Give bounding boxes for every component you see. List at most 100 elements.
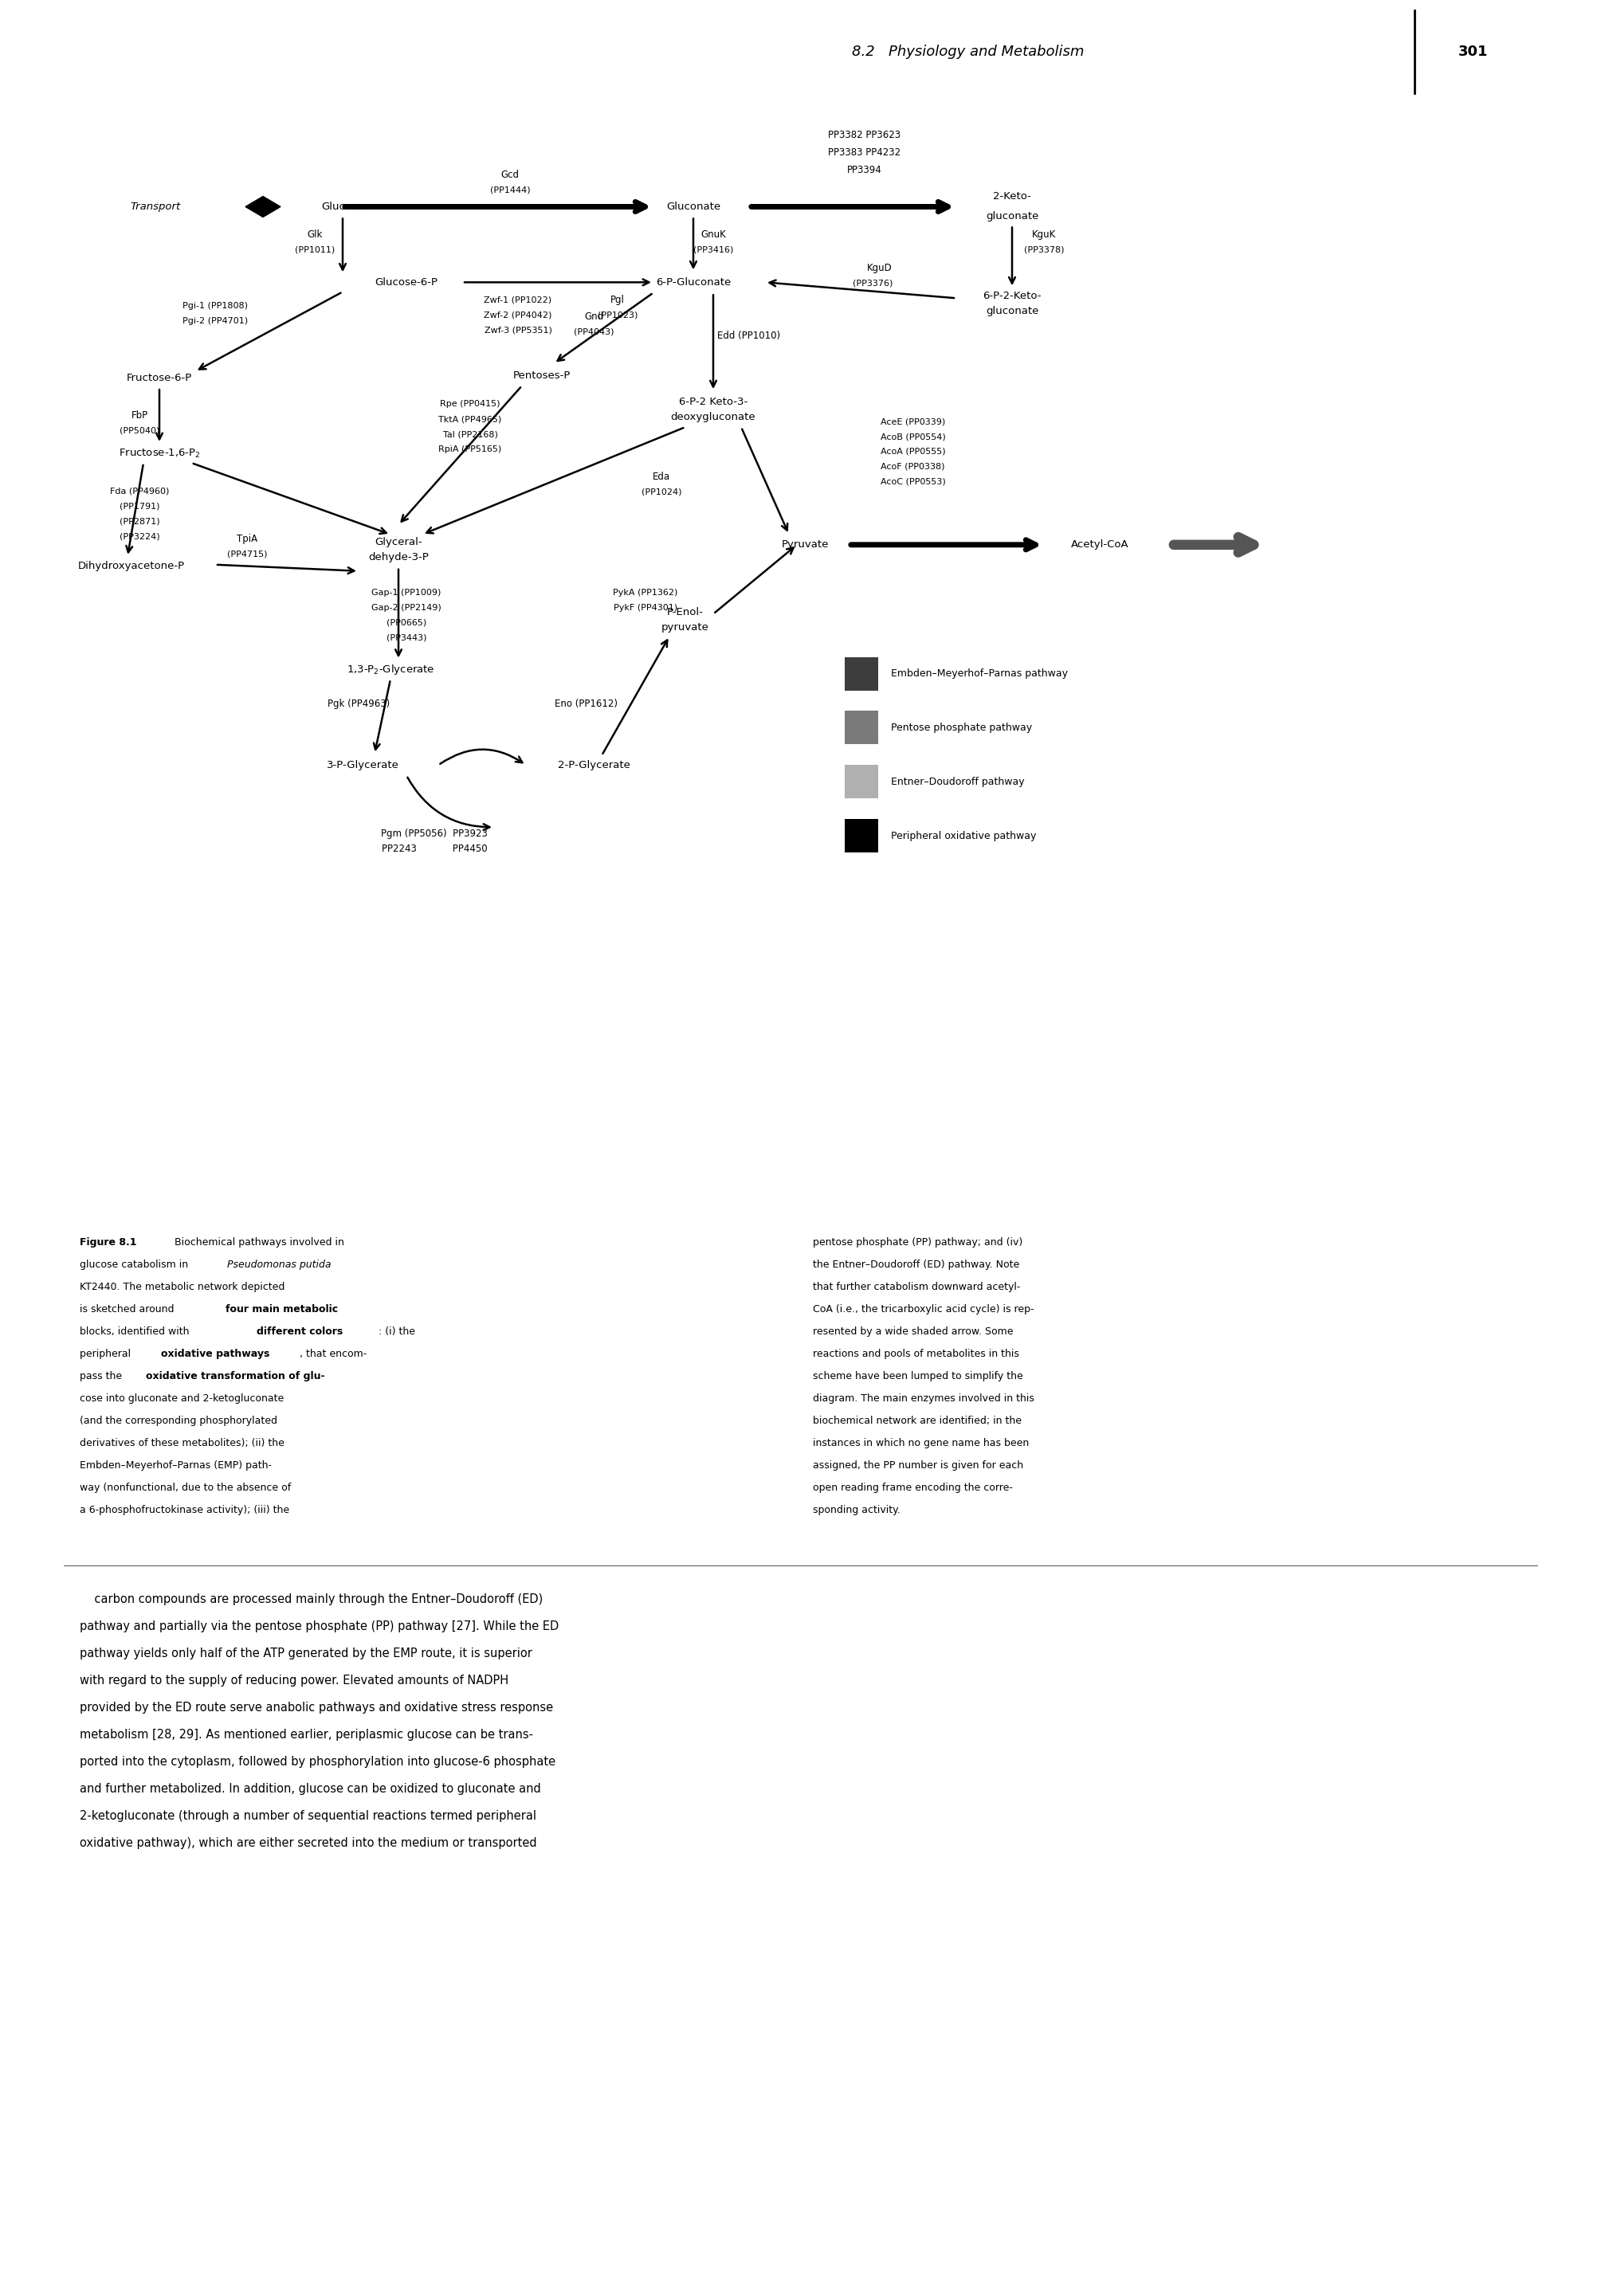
Text: is sketched around: is sketched around xyxy=(80,1304,178,1316)
Text: (PP1024): (PP1024) xyxy=(642,489,682,496)
Text: Pseudomonas putida: Pseudomonas putida xyxy=(227,1261,331,1270)
Text: Figure 8.1: Figure 8.1 xyxy=(80,1238,136,1249)
Text: PP3382 PP3623: PP3382 PP3623 xyxy=(828,131,901,140)
Text: (PP5040): (PP5040) xyxy=(120,427,160,434)
Text: Entner–Doudoroff pathway: Entner–Doudoroff pathway xyxy=(890,776,1025,788)
Text: 2-Keto-: 2-Keto- xyxy=(993,191,1031,202)
Text: Pgm (PP5056)  PP3923: Pgm (PP5056) PP3923 xyxy=(381,829,488,838)
Text: Embden–Meyerhof–Parnas pathway: Embden–Meyerhof–Parnas pathway xyxy=(890,668,1068,680)
Text: pyruvate: pyruvate xyxy=(661,622,709,634)
Text: 1,3-P$_2$-Glycerate: 1,3-P$_2$-Glycerate xyxy=(346,664,434,677)
Text: Zwf-1 (PP1022): Zwf-1 (PP1022) xyxy=(484,296,552,303)
Text: open reading frame encoding the corre-: open reading frame encoding the corre- xyxy=(813,1483,1013,1492)
Text: KguK: KguK xyxy=(1033,230,1057,239)
Text: oxidative transformation of glu-: oxidative transformation of glu- xyxy=(146,1371,325,1382)
Text: Fda (PP4960): Fda (PP4960) xyxy=(110,487,170,496)
Bar xyxy=(845,657,879,691)
Text: gluconate: gluconate xyxy=(986,211,1039,220)
Text: 301: 301 xyxy=(1459,44,1489,60)
Text: pathway and partially via the pentose phosphate (PP) pathway [27]. While the ED: pathway and partially via the pentose ph… xyxy=(80,1621,559,1632)
Text: peripheral: peripheral xyxy=(80,1350,134,1359)
Text: Pgi-2 (PP4701): Pgi-2 (PP4701) xyxy=(183,317,248,326)
Text: RpiA (PP5165): RpiA (PP5165) xyxy=(439,445,501,452)
Text: derivatives of these metabolites); (ii) the: derivatives of these metabolites); (ii) … xyxy=(80,1437,285,1449)
Text: Eno (PP1612): Eno (PP1612) xyxy=(554,698,618,709)
Text: pentose phosphate (PP) pathway; and (iv): pentose phosphate (PP) pathway; and (iv) xyxy=(813,1238,1023,1249)
Text: way (nonfunctional, due to the absence of: way (nonfunctional, due to the absence o… xyxy=(80,1483,291,1492)
Text: AcoF (PP0338): AcoF (PP0338) xyxy=(881,464,945,471)
Text: Pgl: Pgl xyxy=(610,294,624,305)
Text: Transport: Transport xyxy=(130,202,181,211)
Text: Zwf-2 (PP4042): Zwf-2 (PP4042) xyxy=(484,310,552,319)
Text: (and the corresponding phosphorylated: (and the corresponding phosphorylated xyxy=(80,1417,277,1426)
Polygon shape xyxy=(245,197,280,218)
Text: assigned, the PP number is given for each: assigned, the PP number is given for eac… xyxy=(813,1460,1023,1472)
Text: PP3394: PP3394 xyxy=(847,165,882,174)
Text: Pgk (PP4963): Pgk (PP4963) xyxy=(328,698,389,709)
Text: scheme have been lumped to simplify the: scheme have been lumped to simplify the xyxy=(813,1371,1023,1382)
Text: (PP0665): (PP0665) xyxy=(386,618,426,627)
Text: KT2440. The metabolic network depicted: KT2440. The metabolic network depicted xyxy=(80,1281,285,1293)
Text: Gnd: Gnd xyxy=(584,312,604,321)
Text: (PP3376): (PP3376) xyxy=(852,280,892,287)
Text: different colors: different colors xyxy=(256,1327,343,1336)
Text: (PP3224): (PP3224) xyxy=(120,533,160,542)
Text: provided by the ED route serve anabolic pathways and oxidative stress response: provided by the ED route serve anabolic … xyxy=(80,1701,554,1713)
Text: instances in which no gene name has been: instances in which no gene name has been xyxy=(813,1437,1029,1449)
Text: (PP3378): (PP3378) xyxy=(1023,246,1065,253)
Text: : (i) the: : (i) the xyxy=(378,1327,415,1336)
Text: Fructose-6-P: Fructose-6-P xyxy=(126,372,192,383)
Text: AcoC (PP0553): AcoC (PP0553) xyxy=(881,478,946,487)
Text: Glucose: Glucose xyxy=(322,202,363,211)
Text: biochemical network are identified; in the: biochemical network are identified; in t… xyxy=(813,1417,1021,1426)
Text: (PP1011): (PP1011) xyxy=(295,246,335,253)
Text: TktA (PP4965): TktA (PP4965) xyxy=(439,416,501,422)
Text: (PP4715): (PP4715) xyxy=(227,551,267,558)
Text: Rpe (PP0415): Rpe (PP0415) xyxy=(440,400,500,409)
Text: ported into the cytoplasm, followed by phosphorylation into glucose-6 phosphate: ported into the cytoplasm, followed by p… xyxy=(80,1756,556,1768)
Text: Fructose-1,6-P$_2$: Fructose-1,6-P$_2$ xyxy=(118,448,200,459)
Text: PP2243            PP4450: PP2243 PP4450 xyxy=(381,843,487,854)
Text: oxidative pathway), which are either secreted into the medium or transported: oxidative pathway), which are either sec… xyxy=(80,1837,536,1848)
Text: four main metabolic: four main metabolic xyxy=(226,1304,338,1316)
Text: metabolism [28, 29]. As mentioned earlier, periplasmic glucose can be trans-: metabolism [28, 29]. As mentioned earlie… xyxy=(80,1729,533,1740)
Text: FbP: FbP xyxy=(131,411,147,420)
Text: P-Enol-: P-Enol- xyxy=(668,606,703,618)
Text: Zwf-3 (PP5351): Zwf-3 (PP5351) xyxy=(484,326,552,333)
Text: cose into gluconate and 2-ketogluconate: cose into gluconate and 2-ketogluconate xyxy=(80,1394,283,1403)
Text: 3-P-Glycerate: 3-P-Glycerate xyxy=(327,760,399,769)
Text: 6-P-Gluconate: 6-P-Gluconate xyxy=(656,278,732,287)
Text: CoA (i.e., the tricarboxylic acid cycle) is rep-: CoA (i.e., the tricarboxylic acid cycle)… xyxy=(813,1304,1034,1316)
Text: 8.2   Physiology and Metabolism: 8.2 Physiology and Metabolism xyxy=(852,44,1084,60)
Text: Biochemical pathways involved in: Biochemical pathways involved in xyxy=(171,1238,344,1249)
Text: carbon compounds are processed mainly through the Entner–Doudoroff (ED): carbon compounds are processed mainly th… xyxy=(80,1593,543,1605)
Text: AcoA (PP0555): AcoA (PP0555) xyxy=(881,448,946,455)
Text: AcoB (PP0554): AcoB (PP0554) xyxy=(881,432,946,441)
Text: gluconate: gluconate xyxy=(986,305,1039,317)
Text: GnuK: GnuK xyxy=(701,230,725,239)
Text: TpiA: TpiA xyxy=(237,535,258,544)
Text: PykF (PP4301): PykF (PP4301) xyxy=(613,604,677,611)
Text: the Entner–Doudoroff (ED) pathway. Note: the Entner–Doudoroff (ED) pathway. Note xyxy=(813,1261,1020,1270)
Text: (PP3443): (PP3443) xyxy=(386,634,426,643)
Text: that further catabolism downward acetyl-: that further catabolism downward acetyl- xyxy=(813,1281,1020,1293)
Text: Gluconate: Gluconate xyxy=(666,202,720,211)
Text: deoxygluconate: deoxygluconate xyxy=(671,411,756,422)
Text: pass the: pass the xyxy=(80,1371,125,1382)
Text: reactions and pools of metabolites in this: reactions and pools of metabolites in th… xyxy=(813,1350,1020,1359)
Text: sponding activity.: sponding activity. xyxy=(813,1504,900,1515)
Text: (PP4043): (PP4043) xyxy=(573,328,613,335)
Text: (PP3416): (PP3416) xyxy=(693,246,733,253)
Text: Pentose phosphate pathway: Pentose phosphate pathway xyxy=(890,723,1033,732)
Text: 6-P-2-Keto-: 6-P-2-Keto- xyxy=(983,292,1041,301)
Text: Glucose-6-P: Glucose-6-P xyxy=(375,278,439,287)
Text: Dihydroxyacetone-P: Dihydroxyacetone-P xyxy=(78,560,186,572)
Text: AceE (PP0339): AceE (PP0339) xyxy=(881,418,945,425)
Text: Eda: Eda xyxy=(653,473,671,482)
Text: 2-ketogluconate (through a number of sequential reactions termed peripheral: 2-ketogluconate (through a number of seq… xyxy=(80,1809,536,1821)
Text: (PP2871): (PP2871) xyxy=(120,517,160,526)
Text: a 6-phosphofructokinase activity); (iii) the: a 6-phosphofructokinase activity); (iii)… xyxy=(80,1504,290,1515)
Text: and further metabolized. In addition, glucose can be oxidized to gluconate and: and further metabolized. In addition, gl… xyxy=(80,1782,541,1795)
Text: dehyde-3-P: dehyde-3-P xyxy=(368,553,429,563)
Text: (PP1444): (PP1444) xyxy=(490,186,530,193)
